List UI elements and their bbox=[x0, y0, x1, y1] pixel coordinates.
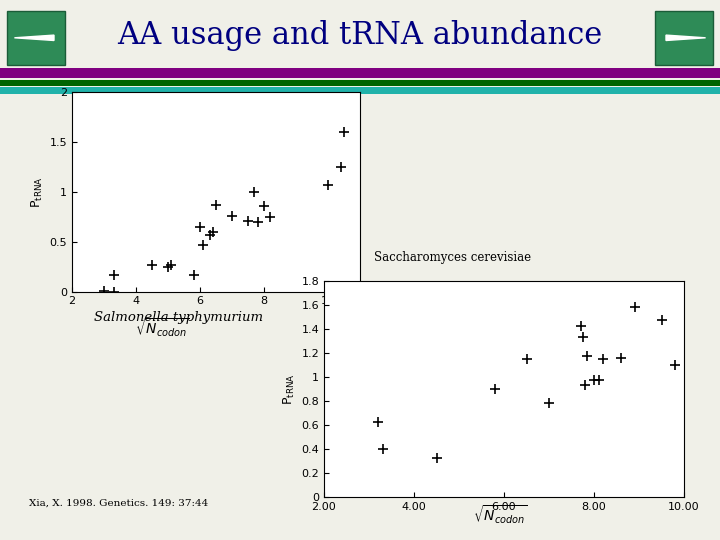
Point bbox=[162, 262, 174, 271]
Point bbox=[146, 260, 158, 269]
Point bbox=[598, 354, 609, 363]
Point bbox=[226, 211, 238, 220]
Point bbox=[575, 322, 586, 330]
Text: $\sqrt{N_{codon}}$: $\sqrt{N_{codon}}$ bbox=[135, 316, 189, 339]
Text: $\sqrt{N_{codon}}$: $\sqrt{N_{codon}}$ bbox=[473, 504, 528, 526]
Point bbox=[577, 333, 588, 341]
Point bbox=[108, 287, 120, 296]
Point bbox=[372, 418, 384, 427]
Point bbox=[490, 384, 501, 393]
Point bbox=[615, 353, 626, 362]
Point bbox=[338, 127, 350, 136]
Polygon shape bbox=[14, 35, 54, 40]
Point bbox=[210, 200, 222, 209]
Text: Salmonella typhymurium: Salmonella typhymurium bbox=[94, 310, 263, 323]
Point bbox=[582, 352, 593, 361]
Point bbox=[544, 399, 555, 408]
Point bbox=[265, 212, 276, 221]
Bar bbox=[655, 11, 713, 65]
Point bbox=[323, 180, 334, 189]
Bar bbox=[0, 68, 720, 78]
Point bbox=[377, 444, 388, 453]
Bar bbox=[7, 11, 65, 65]
Point bbox=[108, 271, 120, 279]
Polygon shape bbox=[666, 35, 706, 40]
Point bbox=[335, 163, 346, 171]
Point bbox=[258, 201, 270, 210]
Point bbox=[629, 303, 640, 312]
Point bbox=[670, 361, 681, 369]
Point bbox=[197, 240, 209, 249]
Point bbox=[207, 227, 219, 236]
Text: Saccharomyces cerevisiae: Saccharomyces cerevisiae bbox=[374, 251, 531, 264]
Bar bbox=[0, 87, 720, 94]
Text: AA usage and tRNA abundance: AA usage and tRNA abundance bbox=[117, 19, 603, 51]
Point bbox=[98, 286, 109, 295]
Point bbox=[431, 454, 442, 463]
Point bbox=[521, 354, 532, 363]
Point bbox=[188, 271, 199, 279]
Y-axis label: $\mathregular{P_{tRNA}}$: $\mathregular{P_{tRNA}}$ bbox=[282, 373, 297, 404]
Point bbox=[252, 217, 264, 226]
Point bbox=[593, 376, 604, 384]
Point bbox=[194, 222, 206, 231]
Point bbox=[579, 381, 590, 389]
Point bbox=[248, 187, 260, 196]
Point bbox=[204, 231, 215, 239]
Bar bbox=[0, 80, 720, 86]
Point bbox=[656, 316, 667, 325]
Text: Xia, X. 1998. Genetics. 149: 37:44: Xia, X. 1998. Genetics. 149: 37:44 bbox=[29, 498, 208, 508]
Point bbox=[588, 376, 600, 384]
Y-axis label: $\mathregular{P_{tRNA}}$: $\mathregular{P_{tRNA}}$ bbox=[30, 176, 45, 207]
Point bbox=[242, 217, 253, 225]
Point bbox=[166, 260, 177, 269]
